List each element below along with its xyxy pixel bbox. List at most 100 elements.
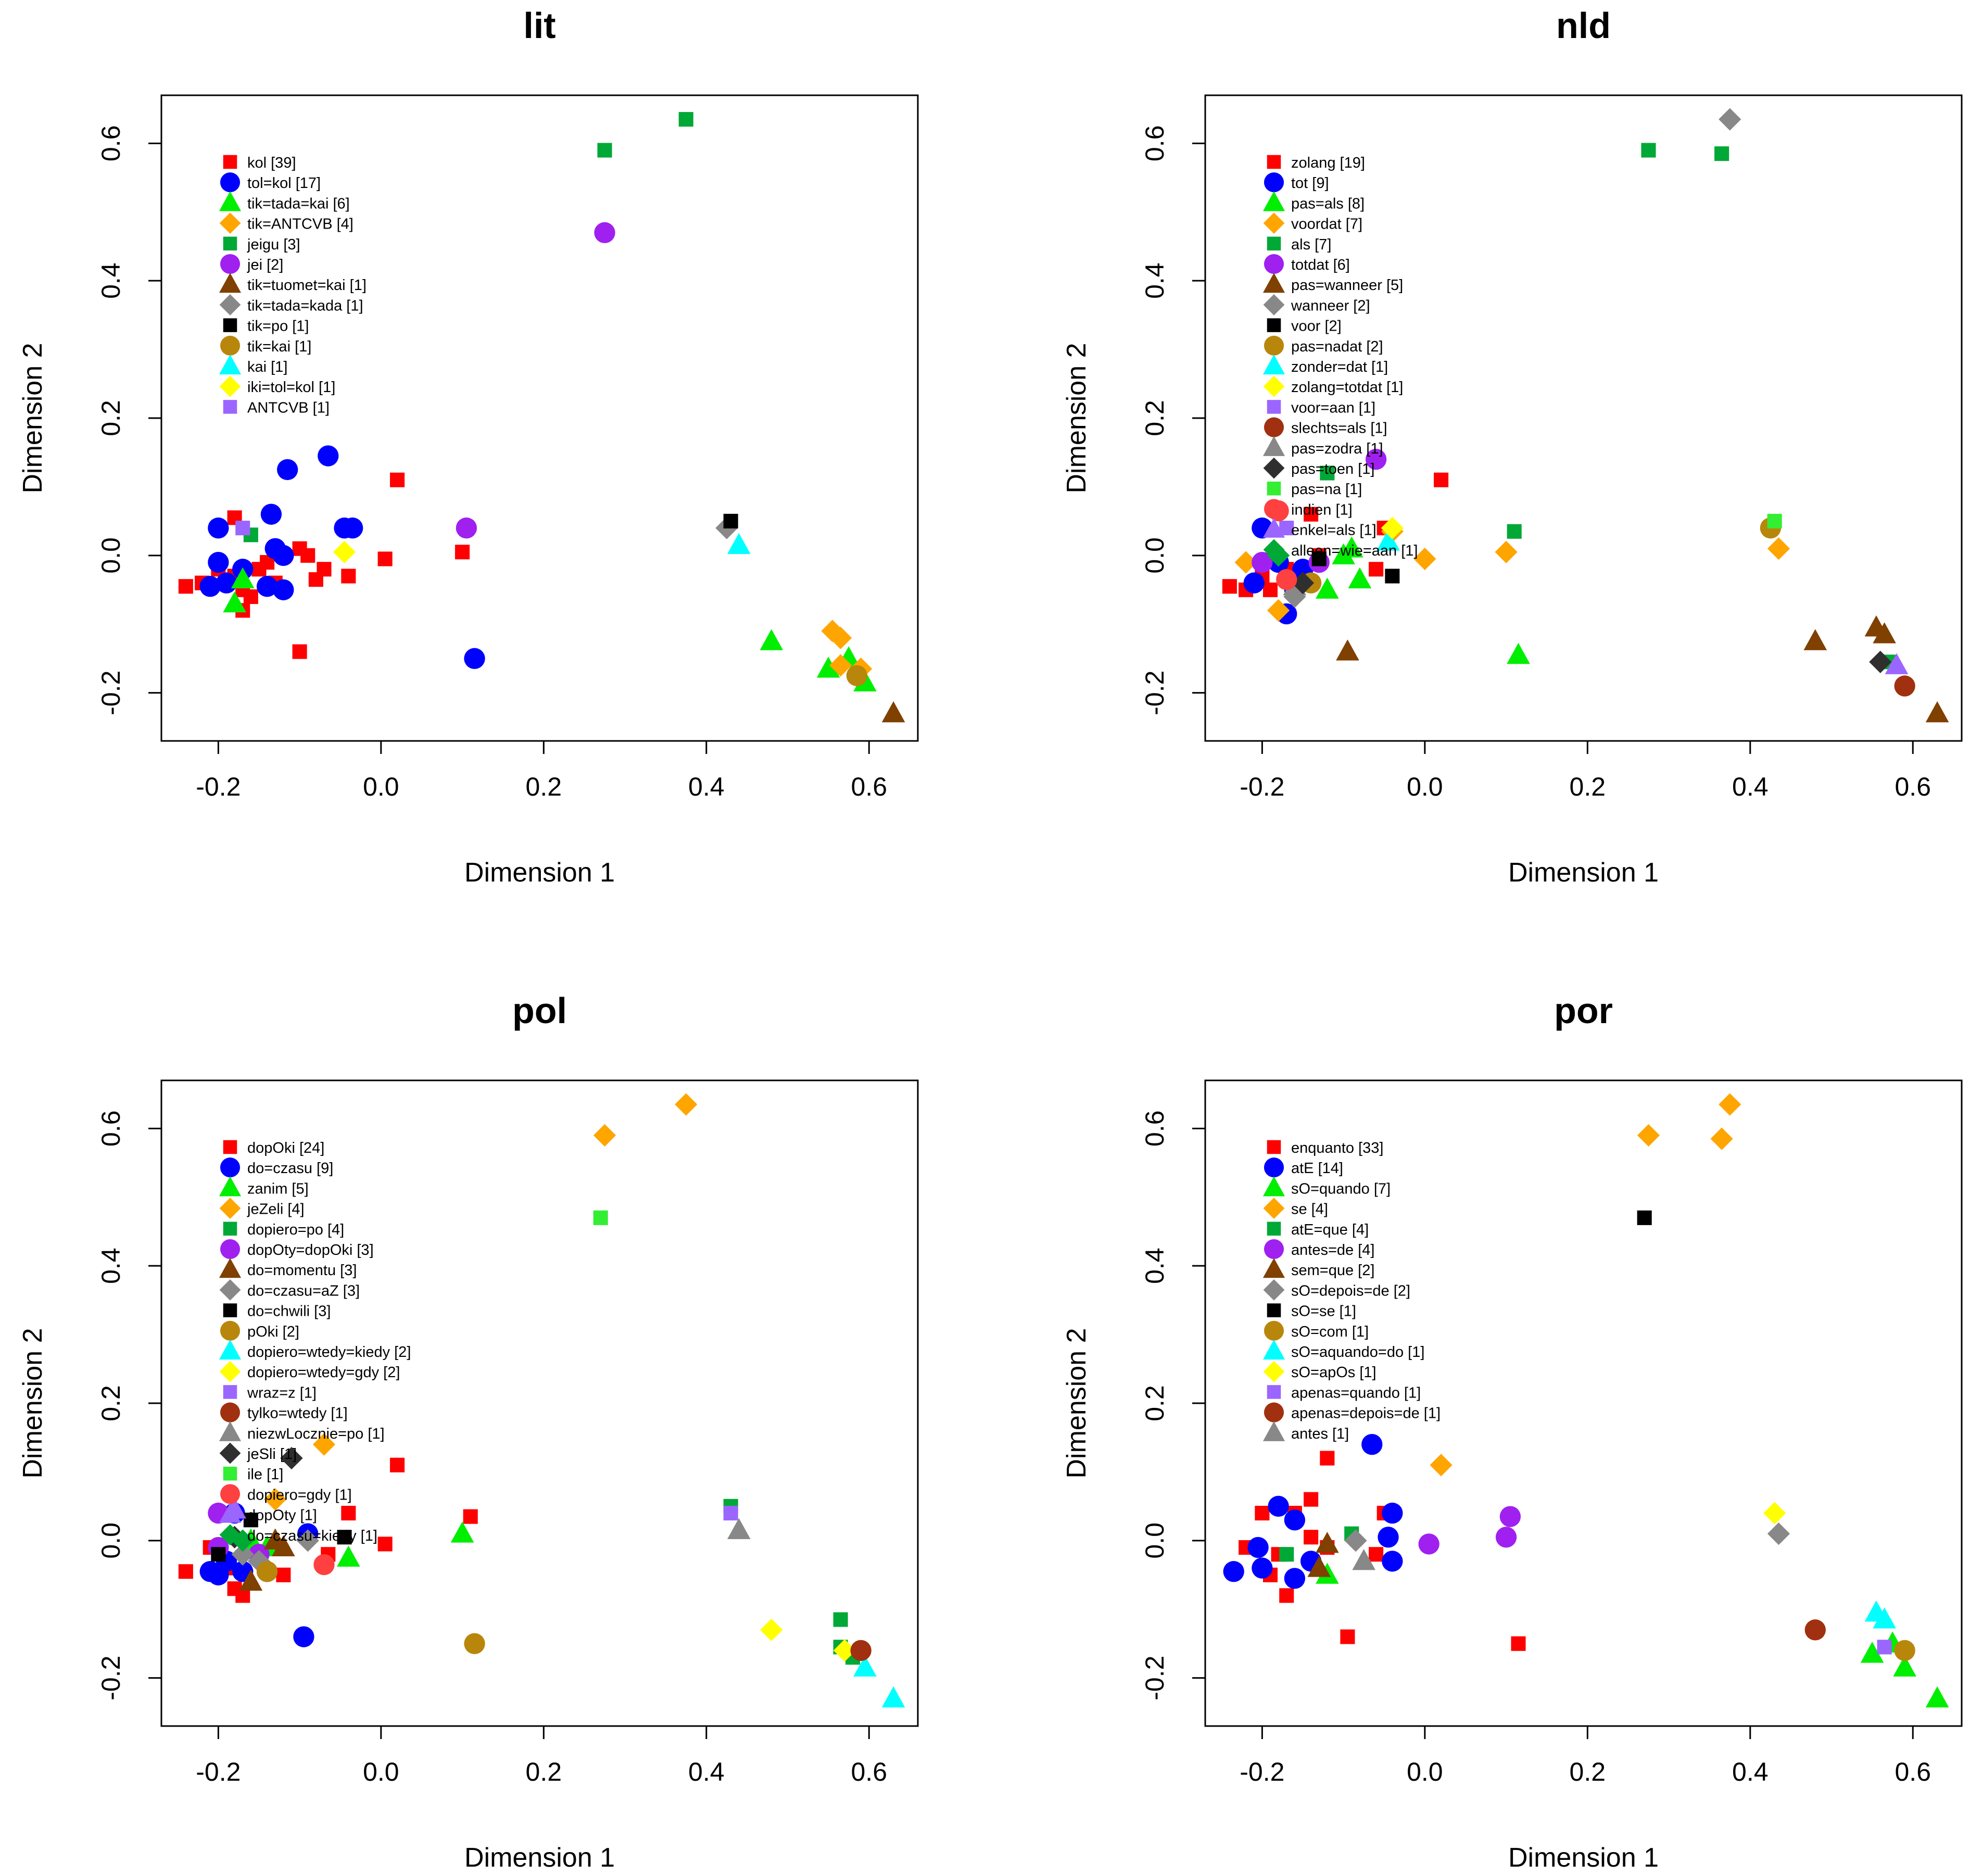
legend-label: zonder=dat [1] (1291, 359, 1388, 375)
data-point (256, 576, 278, 597)
legend-item: do=momentu [3] (219, 1258, 357, 1279)
legend-label: dopiero=gdy [1] (247, 1487, 352, 1503)
legend-item: zanim [5] (219, 1176, 309, 1197)
legend-marker (1264, 1239, 1284, 1260)
legend-item: wanneer [2] (1263, 294, 1370, 316)
legend-label: pas=als [8] (1291, 195, 1365, 212)
data-point (1304, 507, 1319, 522)
legend-label: kai [1] (247, 359, 287, 375)
legend-item: sO=quando [7] (1262, 1176, 1391, 1197)
data-point (1279, 1588, 1294, 1603)
x-tick-label: 0.6 (1895, 772, 1931, 801)
legend-marker (219, 1442, 241, 1464)
data-point (850, 1640, 872, 1661)
data-point (723, 513, 738, 528)
data-point (1511, 1636, 1526, 1651)
y-tick-label: 0.0 (1140, 537, 1169, 574)
legend-marker (1264, 1402, 1284, 1422)
data-point (675, 1093, 698, 1116)
legend-item: se [4] (1263, 1198, 1328, 1219)
data-point (1873, 1607, 1896, 1629)
legend-label: dopiero=po [4] (247, 1222, 344, 1238)
data-point (1925, 701, 1949, 723)
legend-item: zolang [19] (1267, 155, 1365, 171)
panel-pol: pol -0.2 0.0 0.2 0.4 0.6 -0.2 0.0 0.2 0.4 0.6 Dimen… (18, 990, 919, 1873)
data-point (594, 222, 615, 243)
data-point (312, 1433, 336, 1456)
data-point (390, 1457, 405, 1472)
y-axis-label: Dimension 2 (1062, 1328, 1092, 1478)
legend-item: als [7] (1267, 236, 1331, 253)
legend-marker (1263, 457, 1285, 479)
data-point (1377, 530, 1400, 551)
data-point (1495, 540, 1518, 563)
legend-marker (219, 1361, 241, 1382)
legend-marker (220, 172, 241, 193)
legend-marker (1262, 1421, 1285, 1441)
legend-item: alleen=wie=aan [1] (1263, 539, 1418, 561)
legend-label: sO=apOs [1] (1291, 1364, 1377, 1381)
legend-label: jeigu [3] (247, 236, 300, 253)
legend-marker (1264, 499, 1284, 519)
data-point (829, 654, 852, 677)
data-point (1304, 1530, 1319, 1545)
data-point (760, 629, 784, 650)
data-point (1344, 1529, 1367, 1552)
legend-item: tol=kol [17] (220, 172, 321, 193)
legend-label: dopOty=dopOki [3] (247, 1242, 374, 1258)
legend-item: sO=se [1] (1267, 1303, 1356, 1320)
x-tick-label: -0.2 (1240, 772, 1284, 801)
data-point (1352, 1548, 1375, 1570)
x-tick-label: 0.6 (851, 1757, 888, 1786)
legend-marker (1262, 518, 1285, 538)
legend-item: pas=als [8] (1262, 191, 1365, 212)
legend-item: pas=zodra [1] (1262, 436, 1383, 457)
legend-item: ile [1] (223, 1466, 283, 1483)
data-point (1413, 547, 1436, 571)
legend-label: tol=kol [17] (247, 175, 321, 192)
legend-label: atE [14] (1291, 1160, 1343, 1177)
legend-marker (219, 1258, 242, 1278)
legend-label: se [4] (1291, 1201, 1328, 1218)
data-point (1873, 622, 1896, 644)
legend-label: tik=ANTCVB [4] (247, 216, 353, 233)
data-point (1336, 639, 1359, 661)
legend-label: sO=com [1] (1291, 1324, 1369, 1340)
data-point (1719, 108, 1741, 131)
x-tick-label: 0.2 (526, 1757, 562, 1786)
data-point (1382, 1502, 1403, 1524)
data-point (1320, 1451, 1335, 1466)
legend-marker (1267, 400, 1281, 414)
x-tick-label: 0.0 (363, 772, 399, 801)
legend-marker (219, 1198, 241, 1219)
legend-item: ANTCVB [1] (223, 399, 330, 416)
data-point (1869, 650, 1892, 673)
data-point (1803, 629, 1827, 650)
legend-label: pOki [2] (247, 1324, 299, 1340)
legend-item: atE=que [4] (1267, 1222, 1369, 1238)
data-point (264, 1488, 287, 1511)
legend-label: dopOki [24] (247, 1140, 324, 1156)
legend-item: tik=ANTCVB [4] (219, 212, 353, 234)
y-axis-label: Dimension 2 (18, 1328, 48, 1478)
plot-frame (1204, 94, 1963, 742)
legend-marker (219, 1421, 242, 1441)
data-point (1222, 579, 1237, 594)
data-point (1860, 1642, 1884, 1663)
y-tick-label: 0.4 (96, 262, 125, 299)
y-tick-label: -0.2 (1140, 671, 1169, 715)
legend-item: dopiero=gdy [1] (220, 1484, 352, 1504)
legend-item: antes [1] (1262, 1421, 1349, 1442)
legend-label: jeZeli [4] (247, 1201, 305, 1218)
legend-marker (1262, 436, 1285, 456)
legend-label: apenas=depois=de [1] (1291, 1405, 1441, 1422)
data-point (450, 1521, 474, 1543)
data-point (1507, 524, 1522, 539)
data-point (1893, 1655, 1916, 1677)
legend-item: pas=na [1] (1267, 481, 1362, 498)
legend-marker (1262, 191, 1285, 211)
legend-marker (223, 155, 237, 169)
legend-marker (1267, 481, 1281, 496)
data-point (1320, 465, 1335, 481)
legend-label: sO=aquando=do [1] (1291, 1344, 1424, 1361)
